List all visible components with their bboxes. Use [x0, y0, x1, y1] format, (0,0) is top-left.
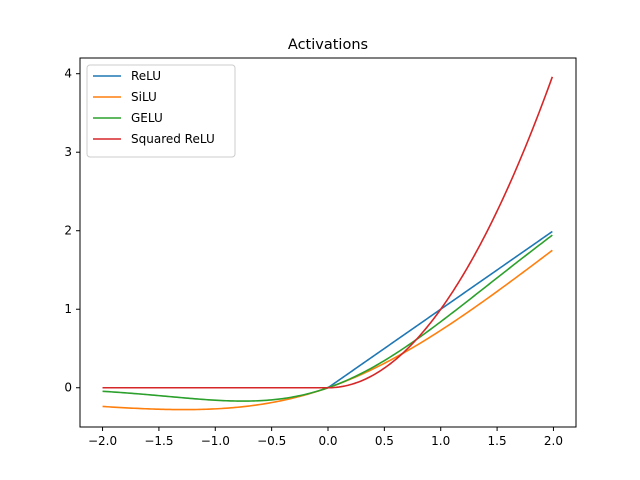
series-line-silu [102, 249, 553, 411]
legend-box [86, 64, 236, 158]
x-tick-label: −0.5 [257, 434, 286, 448]
axes-layer: −2.0 −1.5 −1.0 −0.5 0.0 0.5 1.0 1.5 2.0 0 1 2 3 4 [64, 57, 577, 448]
legend-label-squared-relu: Squared ReLU [131, 132, 215, 146]
x-tick-label: 1.0 [431, 434, 450, 448]
x-tick-label: 2.0 [544, 434, 563, 448]
chart-title: Activations [288, 37, 368, 53]
x-tick-label: −1.5 [144, 434, 173, 448]
y-tick-label: 1 [64, 302, 72, 316]
legend-label-silu: SiLU [131, 90, 157, 104]
y-tick-label: 0 [64, 381, 72, 395]
series-line-relu [102, 230, 553, 389]
x-tick-label: −2.0 [88, 434, 117, 448]
legend-label-relu: ReLU [131, 69, 161, 83]
legend: ReLU SiLU GELU Squared ReLU [86, 64, 236, 158]
y-tick-label: 4 [64, 67, 72, 81]
series-layer [102, 76, 554, 411]
y-tick-label: 3 [64, 145, 72, 159]
legend-label-gelu: GELU [131, 111, 163, 125]
y-tick-label: 2 [64, 224, 72, 238]
x-tick-label: 0.5 [375, 434, 394, 448]
series-line-gelu [102, 234, 553, 402]
series-line-squared-relu [102, 76, 554, 389]
x-tick-label: −1.0 [201, 434, 230, 448]
x-tick-label: 1.5 [488, 434, 507, 448]
x-tick-label: 0.0 [318, 434, 337, 448]
